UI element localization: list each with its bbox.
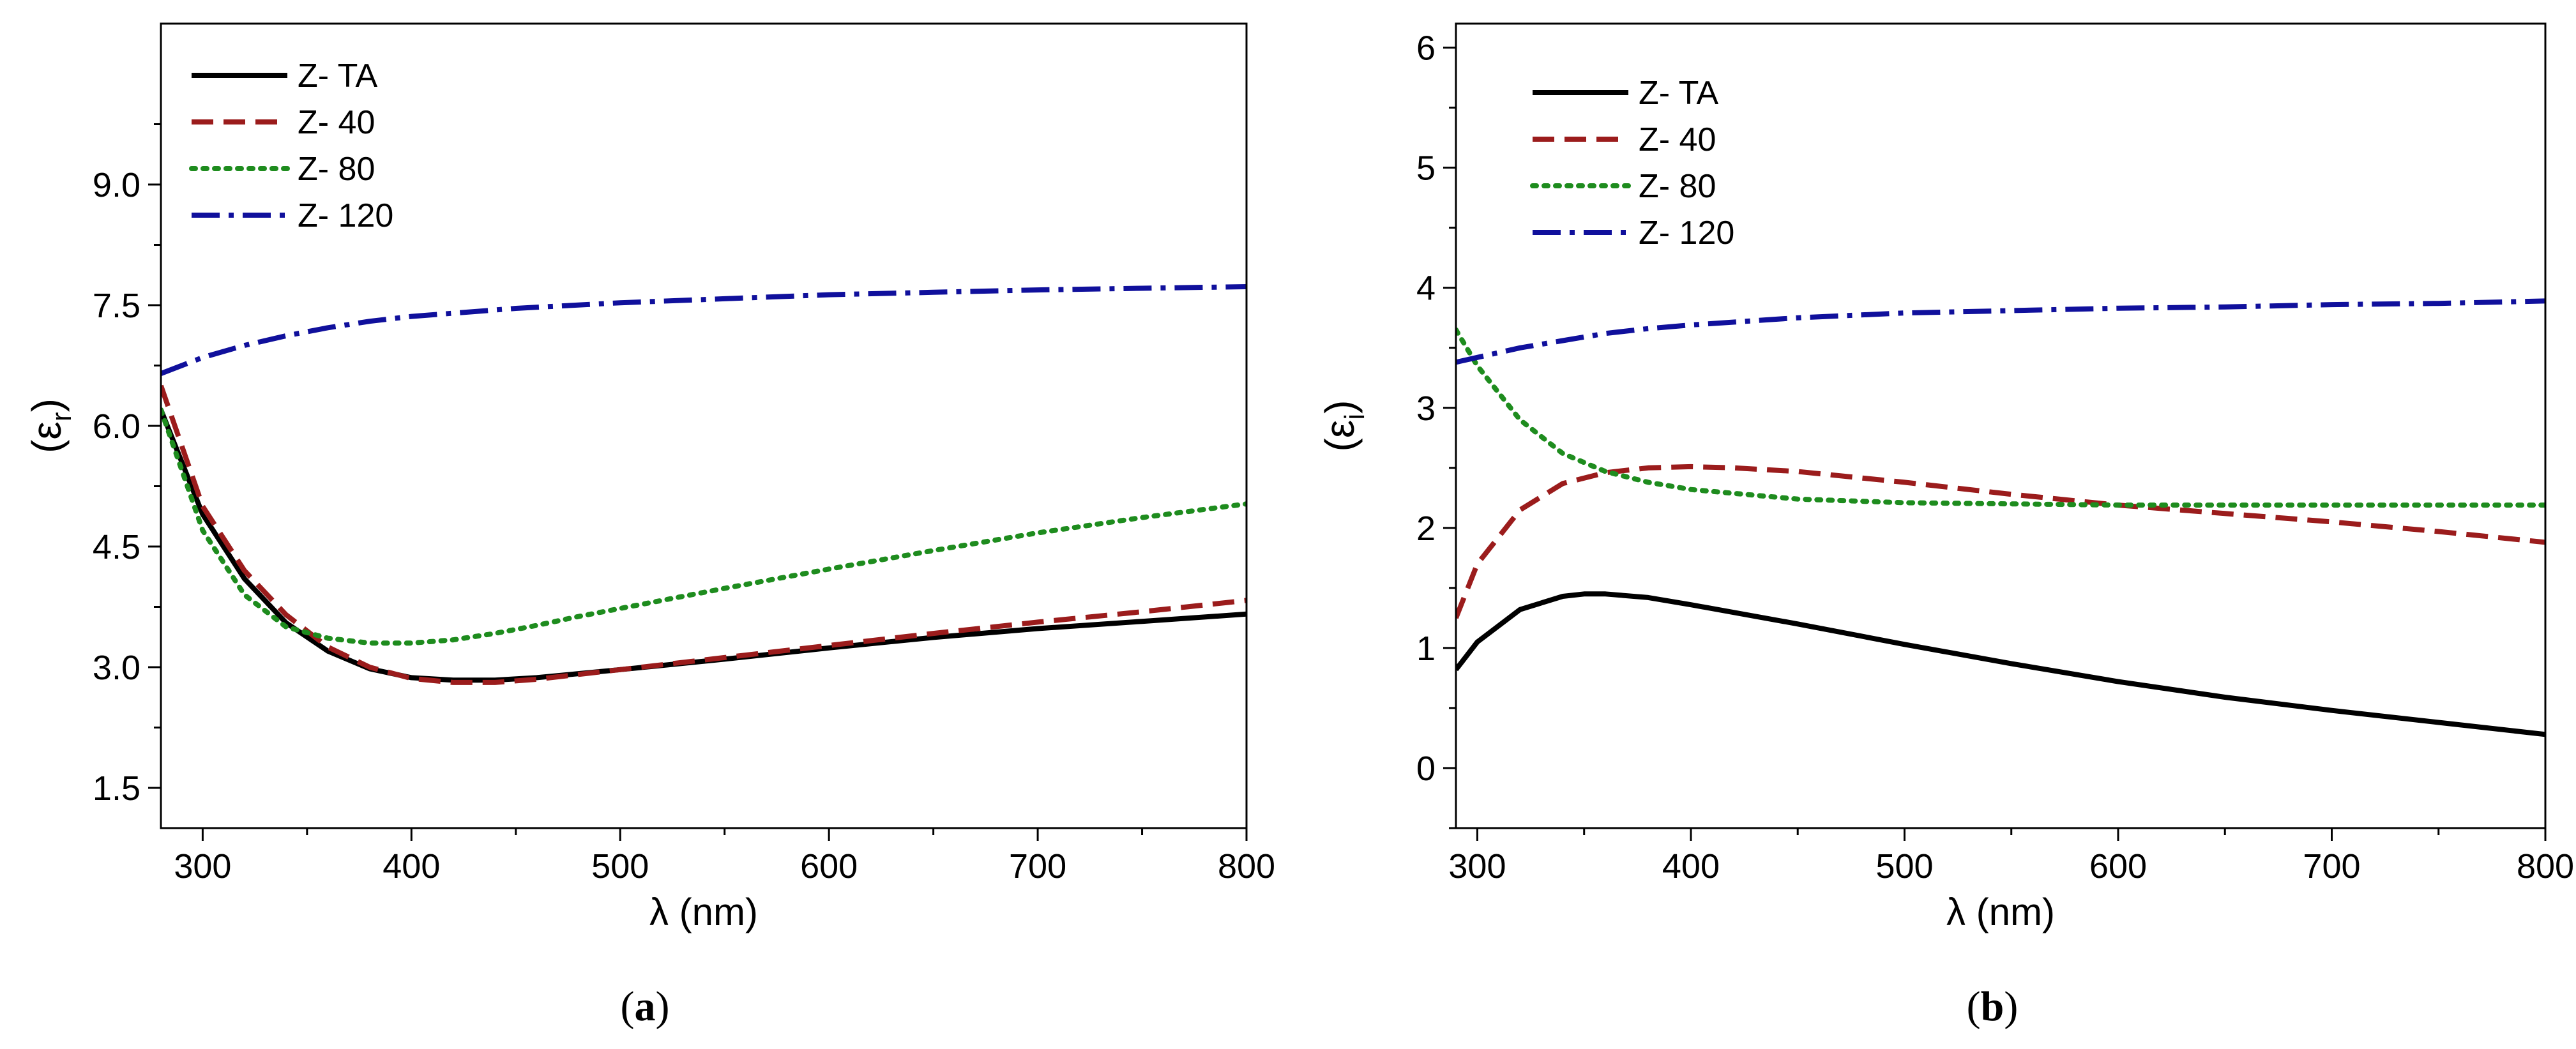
legend-label: Z- 40 xyxy=(298,104,375,141)
y-axis-label: (εi) xyxy=(1317,400,1370,452)
y-axis-label-subscript: i xyxy=(1339,414,1370,420)
y-axis-label-open: ( xyxy=(24,440,70,453)
legend-label: Z- 80 xyxy=(298,151,375,188)
legend-label: Z- 40 xyxy=(1639,121,1716,158)
series-line-z-ta xyxy=(1456,591,2545,737)
y-tick-label: 4.5 xyxy=(93,528,140,566)
y-axis-label-symbol: ε xyxy=(1317,420,1363,439)
panel-label-close: ) xyxy=(2004,983,2018,1030)
series-line-z-120 xyxy=(161,284,1246,376)
x-axis-label: λ (nm) xyxy=(649,891,758,933)
x-tick-label: 700 xyxy=(2303,847,2360,886)
legend-label: Z- TA xyxy=(298,57,377,94)
panel-label-open: ( xyxy=(621,983,635,1030)
y-tick-label: 4 xyxy=(1416,269,1436,308)
x-tick-label: 800 xyxy=(2517,847,2574,886)
y-tick-label: 2 xyxy=(1416,509,1436,548)
series-line-z-80 xyxy=(1456,327,2545,508)
series-line-z-40 xyxy=(161,384,1246,685)
x-tick-label: 500 xyxy=(1875,847,1933,886)
x-tick-label: 300 xyxy=(174,847,231,886)
legend-label: Z- 120 xyxy=(1639,215,1734,252)
y-tick-label: 3.0 xyxy=(93,649,140,687)
y-tick-label: 1.5 xyxy=(93,769,140,808)
panel-label-letter: a xyxy=(635,983,656,1030)
y-tick-label: 9.0 xyxy=(93,166,140,204)
panel-label-open: ( xyxy=(1967,983,1981,1030)
panel-label: (b) xyxy=(1967,983,2019,1030)
y-axis-label: (εr) xyxy=(24,398,77,453)
y-axis-label-symbol: ε xyxy=(24,421,70,440)
panel-label-letter: b xyxy=(1981,983,2004,1030)
x-tick-label: 400 xyxy=(1662,847,1720,886)
y-tick-label: 1 xyxy=(1416,630,1436,668)
series-line-z-80 xyxy=(161,407,1246,646)
y-tick-label: 0 xyxy=(1416,750,1436,788)
x-tick-label: 800 xyxy=(1218,847,1275,886)
plot-frame xyxy=(1455,22,2547,829)
panel-label-close: ) xyxy=(656,983,670,1030)
legend-label: Z- 80 xyxy=(1639,168,1716,205)
x-tick-label: 400 xyxy=(383,847,440,886)
legend-label: Z- 120 xyxy=(298,197,393,234)
legend-label: Z- TA xyxy=(1639,75,1718,112)
x-axis-label: λ (nm) xyxy=(1946,891,2055,933)
series-line-z-120 xyxy=(1456,298,2545,365)
x-tick-label: 500 xyxy=(591,847,649,886)
y-axis-label-close: ) xyxy=(1317,400,1363,414)
y-tick-label: 3 xyxy=(1416,389,1436,428)
panel-label: (a) xyxy=(621,983,670,1030)
y-tick-label: 5 xyxy=(1416,149,1436,188)
x-tick-label: 600 xyxy=(800,847,858,886)
x-tick-label: 600 xyxy=(2089,847,2147,886)
y-tick-label: 7.5 xyxy=(93,287,140,325)
series-line-z-40 xyxy=(1456,464,2545,619)
y-axis-label-subscript: r xyxy=(46,412,77,421)
y-axis-label-open: ( xyxy=(1317,438,1363,451)
y-tick-label: 6.0 xyxy=(93,407,140,446)
y-tick-label: 6 xyxy=(1416,29,1436,68)
y-axis-label-close: ) xyxy=(24,398,70,412)
chart-panel-a: 300 400 500 600 700 800 1.5 3.0 4.5 6.0 7.5 9.0 λ (n… xyxy=(24,22,1275,1030)
x-tick-label: 700 xyxy=(1009,847,1066,886)
x-tick-label: 300 xyxy=(1448,847,1506,886)
